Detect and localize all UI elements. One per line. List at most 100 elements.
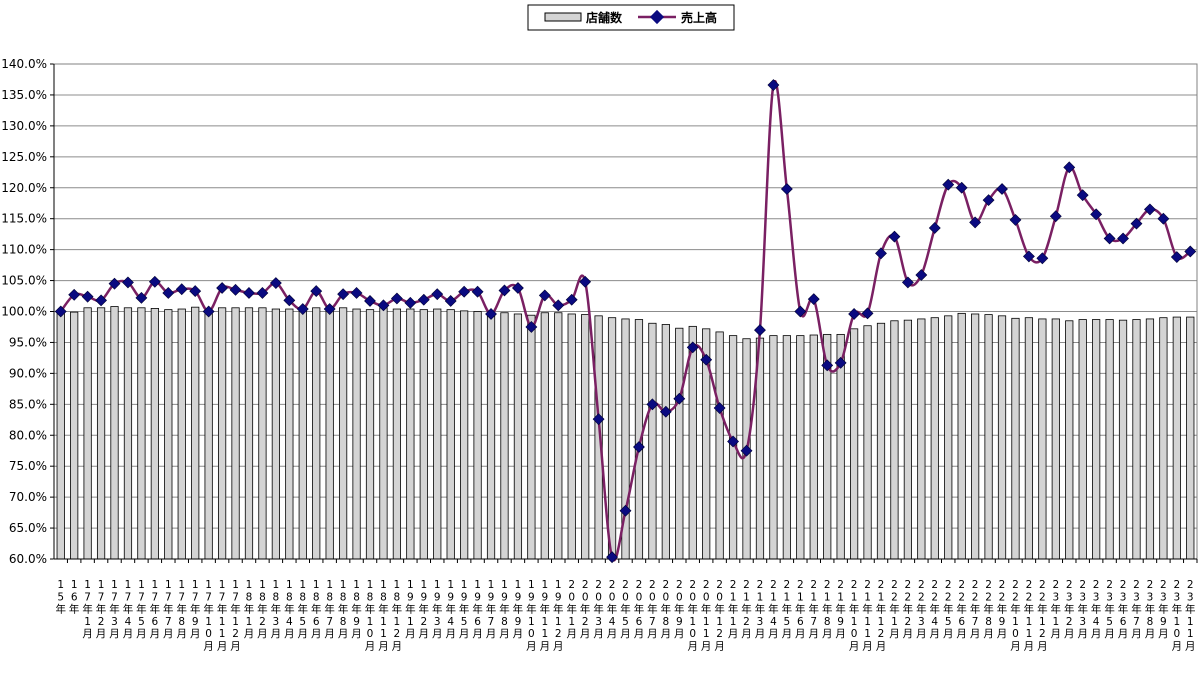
bar: [1145, 318, 1155, 560]
bar: [1051, 318, 1060, 560]
bar: [1024, 317, 1034, 560]
sales-marker: [377, 299, 390, 312]
sales-marker: [552, 299, 565, 312]
sales-marker: [175, 283, 188, 296]
sales-marker: [794, 305, 807, 318]
sales-marker: [996, 183, 1008, 195]
sales-marker: [619, 504, 632, 517]
bar: [1092, 319, 1101, 560]
bar: [164, 309, 173, 560]
bar: [513, 313, 523, 560]
sales-marker: [1157, 212, 1170, 225]
legend-swatch-bar: [544, 12, 582, 22]
y-tick-label: 85.0%: [9, 397, 47, 411]
sales-marker: [700, 353, 713, 366]
bar: [1038, 318, 1047, 560]
bar: [607, 317, 617, 560]
sales-marker: [969, 216, 982, 229]
bar: [540, 312, 549, 560]
sales-marker: [673, 392, 686, 405]
bar: [957, 312, 966, 560]
bar: [796, 335, 805, 560]
y-tick-label: 90.0%: [9, 366, 47, 380]
bar: [971, 313, 980, 560]
bar: [997, 315, 1007, 560]
sales-marker: [767, 79, 780, 91]
sales-marker: [511, 282, 524, 294]
y-tick-label: 115.0%: [1, 212, 47, 226]
sales-marker: [875, 247, 887, 260]
y-tick-label: 80.0%: [9, 428, 47, 442]
sales-marker: [525, 321, 538, 333]
sales-marker: [1184, 245, 1197, 258]
bar: [554, 312, 563, 560]
bar: [850, 328, 859, 560]
bar: [1011, 317, 1020, 560]
sales-marker: [256, 287, 269, 299]
sales-marker: [364, 295, 376, 307]
sales-marker: [1130, 217, 1143, 230]
bar: [1186, 316, 1195, 560]
sales-marker: [848, 308, 861, 320]
bar: [890, 320, 899, 560]
bar: [392, 308, 402, 560]
sales-marker: [202, 305, 215, 318]
sales-marker: [740, 444, 753, 457]
sales-marker: [1036, 252, 1049, 265]
bar: [903, 319, 912, 560]
bar: [1172, 316, 1181, 560]
sales-marker: [390, 292, 403, 305]
y-tick-label: 130.0%: [1, 119, 47, 133]
sales-marker: [350, 287, 363, 299]
sales-marker: [1022, 250, 1035, 263]
bar: [312, 307, 321, 560]
sales-marker: [337, 288, 350, 301]
sales-marker: [565, 293, 578, 306]
bar: [419, 309, 428, 560]
bar: [150, 308, 159, 560]
sales-marker: [928, 222, 941, 234]
sales-marker: [431, 288, 444, 301]
bar: [863, 325, 872, 560]
bar: [876, 322, 886, 560]
sales-marker: [148, 275, 161, 288]
sales-marker: [888, 230, 901, 243]
legend: 店舗数 売上高: [527, 4, 735, 31]
y-tick-label: 120.0%: [1, 181, 47, 195]
bar: [486, 312, 496, 560]
sales-marker: [727, 435, 740, 448]
y-tick-label: 95.0%: [9, 335, 47, 349]
